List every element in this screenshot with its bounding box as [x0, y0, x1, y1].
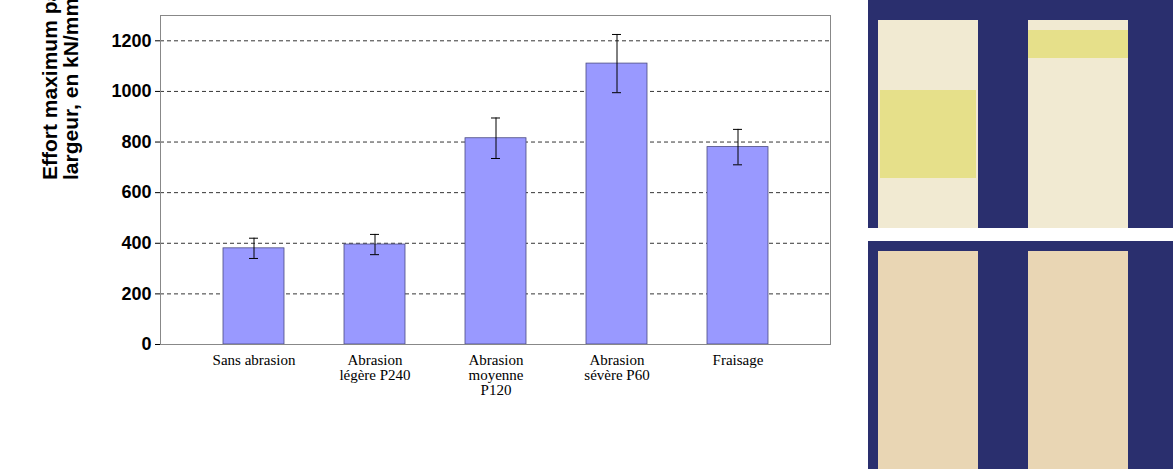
svg-text:400: 400 [121, 233, 151, 253]
svg-text:1000: 1000 [111, 81, 151, 101]
svg-text:Effort maximum par unité delar: Effort maximum par unité delargeur, en k… [38, 0, 82, 180]
svg-text:Abrasionlégère P240: Abrasionlégère P240 [339, 352, 410, 383]
svg-text:Sans abrasion: Sans abrasion [213, 352, 296, 368]
svg-text:Fraisage: Fraisage [713, 352, 764, 368]
svg-text:1200: 1200 [111, 31, 151, 51]
svg-text:200: 200 [121, 284, 151, 304]
svg-text:800: 800 [121, 132, 151, 152]
svg-text:AbrasionmoyenneP120: AbrasionmoyenneP120 [469, 352, 524, 398]
svg-text:0: 0 [141, 334, 151, 354]
svg-text:Abrasionsévère P60: Abrasionsévère P60 [584, 352, 649, 383]
svg-text:600: 600 [121, 182, 151, 202]
